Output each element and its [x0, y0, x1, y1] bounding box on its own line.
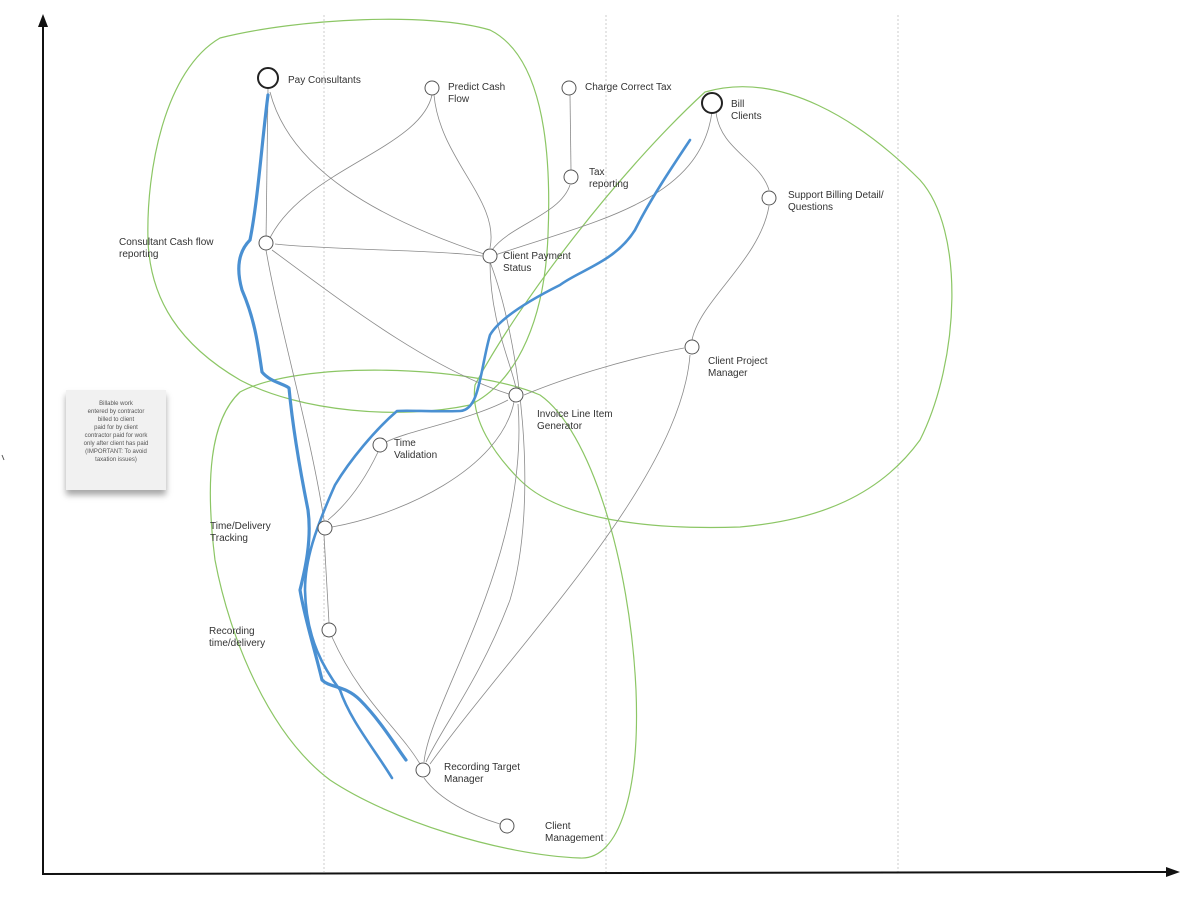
connector: [715, 111, 770, 191]
node-client-management[interactable]: [499, 818, 515, 834]
connector: [423, 403, 520, 763]
y-axis-arrow-icon: [38, 14, 48, 27]
node-tax-reporting[interactable]: [563, 169, 579, 185]
label-charge-correct-tax: Charge Correct Tax: [585, 82, 672, 93]
connector: [569, 94, 572, 171]
group-outline-billing: [473, 86, 953, 529]
connector: [327, 451, 379, 521]
label-client-project-manager: Client Project Manager: [708, 356, 768, 379]
node-pay-consultants[interactable]: [257, 67, 279, 89]
sticky-note[interactable]: Billable work entered by contractor bill…: [66, 390, 166, 490]
group-outline-recording: [209, 369, 638, 859]
connector: [385, 399, 509, 443]
nodes: [257, 67, 777, 834]
connector: [491, 184, 571, 251]
label-bill-clients: Bill Clients: [731, 99, 762, 122]
node-consultant-cash-flow[interactable]: [258, 235, 274, 251]
node-time-delivery-tracking[interactable]: [317, 520, 333, 536]
node-predict-cash-flow[interactable]: [424, 80, 440, 96]
connector: [429, 354, 691, 765]
y-axis-tick: [1, 454, 5, 461]
connector: [489, 261, 517, 389]
connector: [265, 249, 325, 521]
label-predict-cash-flow: Predict Cash Flow: [448, 82, 506, 105]
connector: [265, 87, 269, 243]
label-tax-reporting: Tax reporting: [589, 167, 629, 190]
label-recording-time-delivery: Recording time/delivery: [209, 626, 266, 649]
value-flow-path-primary: [237, 93, 408, 762]
label-client-payment-status: Client Payment Status: [503, 251, 571, 274]
node-recording-target-manager[interactable]: [415, 762, 431, 778]
connector: [271, 249, 513, 396]
label-support-billing: Support Billing Detail/ Questions: [788, 190, 884, 213]
label-time-validation: Time Validation: [394, 438, 438, 461]
node-support-billing[interactable]: [761, 190, 777, 206]
connector: [323, 534, 330, 624]
connector: [523, 347, 685, 396]
value-flow-path-secondary: [303, 138, 692, 780]
x-axis-arrow-icon: [1166, 867, 1180, 877]
label-recording-target-manager: Recording Target Manager: [444, 762, 520, 785]
connector: [274, 243, 483, 257]
node-recording-time-delivery[interactable]: [321, 622, 337, 638]
connectors: [265, 87, 770, 825]
connector: [691, 205, 770, 341]
connector: [491, 111, 713, 257]
label-client-management: Client Management: [545, 821, 604, 844]
node-bill-clients[interactable]: [701, 92, 723, 114]
connector: [331, 401, 515, 528]
label-invoice-line-item: Invoice Line Item Generator: [537, 409, 613, 432]
node-charge-correct-tax[interactable]: [561, 80, 577, 96]
label-consultant-cash-flow: Consultant Cash flow reporting: [119, 237, 214, 260]
connector: [267, 94, 433, 243]
node-time-validation[interactable]: [372, 437, 388, 453]
node-client-project-manager[interactable]: [684, 339, 700, 355]
x-axis: [42, 871, 1169, 875]
node-client-payment-status[interactable]: [482, 248, 498, 264]
label-time-delivery-tracking: Time/Delivery Tracking: [210, 521, 271, 544]
label-pay-consultants: Pay Consultants: [288, 75, 361, 86]
connector: [269, 91, 491, 257]
node-invoice-line-item[interactable]: [508, 387, 524, 403]
connector: [433, 94, 492, 249]
connector: [331, 636, 421, 765]
connector: [425, 261, 526, 763]
connector: [423, 777, 501, 825]
